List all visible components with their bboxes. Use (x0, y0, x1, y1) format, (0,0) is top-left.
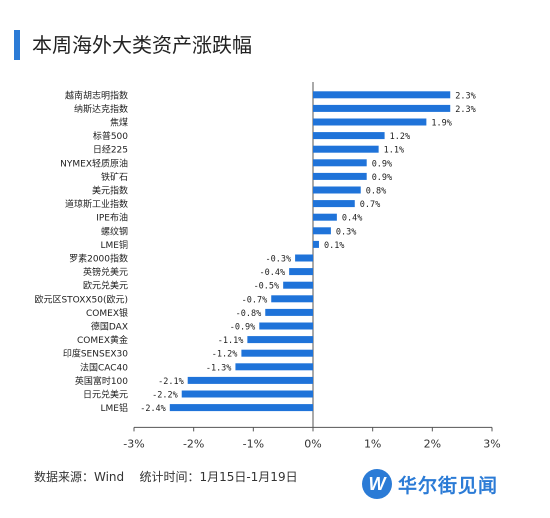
bar (313, 240, 319, 248)
data-label: -0.5% (254, 282, 280, 292)
data-label: -2.1% (158, 377, 184, 387)
category-label: 美元指数 (92, 185, 128, 197)
x-tick-label: 2% (424, 437, 441, 450)
data-label: -1.3% (206, 363, 232, 373)
data-label: 0.9% (372, 159, 392, 169)
data-label: 2.3% (455, 105, 475, 115)
category-label: 铁矿石 (101, 171, 128, 183)
data-label: -2.2% (152, 391, 178, 401)
data-label: 0.3% (336, 227, 356, 237)
bar (289, 268, 313, 276)
title-accent-bar (14, 30, 20, 60)
bar (259, 322, 313, 330)
data-label: -0.4% (260, 268, 286, 278)
data-label: -0.3% (266, 255, 292, 265)
brand-logo: W 华尔街见闻 (362, 462, 498, 506)
x-tick-label: 1% (364, 437, 381, 450)
category-label: 罗素2000指数 (69, 253, 128, 265)
data-label: -0.9% (230, 323, 256, 333)
bar (169, 404, 313, 412)
x-tick-label: -3% (123, 437, 144, 450)
category-label: 法国CAC40 (80, 361, 128, 373)
data-label: -1.2% (212, 350, 238, 360)
data-label: 1.1% (384, 146, 404, 156)
data-label: 0.4% (342, 214, 362, 224)
x-tick-label: 3% (483, 437, 500, 450)
data-label: -0.7% (242, 295, 268, 305)
data-label: -2.4% (140, 404, 166, 414)
bar (181, 390, 313, 398)
bar (313, 91, 451, 99)
category-label: NYMEX轻质原油 (60, 157, 128, 169)
data-label: -1.1% (218, 336, 244, 346)
bar (283, 281, 313, 289)
data-label: 2.3% (455, 91, 475, 101)
bar-chart: 越南胡志明指数 2.3% 纳斯达克指数 2.3% 焦煤 1.9% 标普500 1.2% 日经22… (34, 82, 501, 450)
category-label: LME铜 (101, 239, 128, 251)
logo-text: 华尔街见闻 (398, 474, 499, 497)
wallstreetcn-logo-icon: W (362, 469, 392, 499)
category-label: 越南胡志明指数 (65, 89, 128, 101)
bar (295, 254, 313, 262)
bar (313, 104, 451, 112)
period-label: 统计时间：1月15日-1月19日 (139, 470, 298, 484)
category-label: IPE布油 (96, 212, 128, 224)
data-label: 1.9% (431, 119, 451, 129)
bar (313, 172, 367, 180)
category-label: 欧元区STOXX50(欧元) (34, 293, 128, 305)
bar (271, 295, 313, 303)
bar (313, 159, 367, 167)
category-label: 道琼斯工业指数 (65, 198, 128, 210)
footer: 数据来源：Wind 统计时间：1月15日-1月19日 (34, 468, 298, 485)
chart-title: 本周海外大类资产涨跌幅 (32, 33, 252, 57)
category-label: COMEX黄金 (77, 334, 128, 346)
x-tick-label: -2% (183, 437, 204, 450)
category-label: 日元兑美元 (83, 389, 128, 401)
category-label: 纳斯达克指数 (74, 103, 128, 115)
bar (235, 363, 313, 371)
x-tick-label: 0% (304, 437, 321, 450)
bar (313, 227, 331, 235)
category-label: 螺纹钢 (101, 225, 128, 237)
x-tick-label: -1% (243, 437, 264, 450)
bar (313, 118, 427, 126)
bar (313, 145, 379, 153)
category-label: 德国DAX (91, 321, 128, 333)
data-label: 1.2% (390, 132, 410, 142)
category-label: 英国富时100 (75, 375, 128, 387)
category-label: 日经225 (93, 144, 128, 156)
category-label: LME铝 (101, 402, 128, 414)
data-label: 0.9% (372, 173, 392, 183)
bar (247, 336, 313, 344)
data-label: 0.1% (324, 241, 344, 251)
category-label: COMEX银 (86, 307, 128, 319)
bar (241, 349, 313, 357)
bar (313, 186, 361, 194)
bar (313, 200, 355, 208)
category-label: 焦煤 (110, 117, 128, 129)
bar (265, 308, 313, 316)
category-label: 印度SENSEX30 (63, 348, 128, 360)
data-label: 0.7% (360, 200, 380, 210)
data-label: -0.8% (236, 309, 262, 319)
category-label: 标普500 (93, 130, 128, 142)
category-label: 欧元兑美元 (83, 280, 128, 292)
bar (313, 132, 385, 140)
category-label: 英镑兑美元 (83, 266, 128, 278)
bar (313, 213, 337, 221)
source-label: 数据来源：Wind (34, 470, 125, 484)
bar (187, 376, 313, 384)
data-label: 0.8% (366, 187, 386, 197)
